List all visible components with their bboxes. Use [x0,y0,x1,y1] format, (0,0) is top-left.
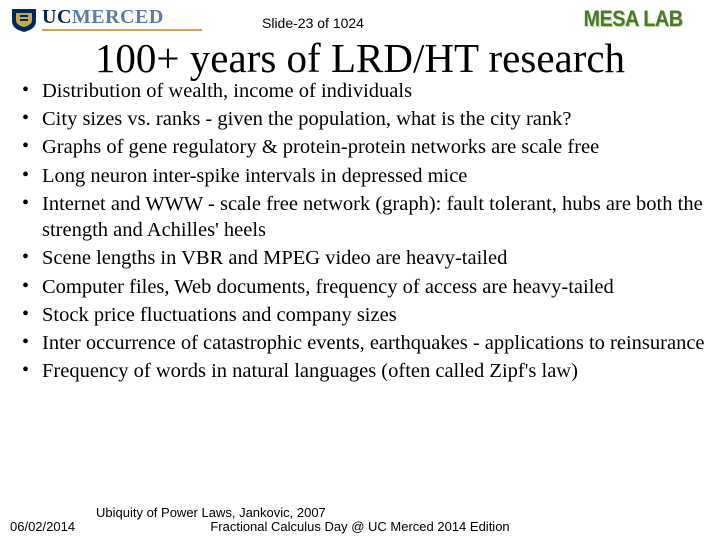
footer-reference: Ubiquity of Power Laws, Jankovic, 2007 [96,505,326,520]
logo-merced-text: MERCED [72,6,164,28]
list-item: City sizes vs. ranks - given the populat… [20,106,706,132]
list-item: Graphs of gene regulatory & protein-prot… [20,134,706,160]
logo-uc-text: UC [42,6,72,28]
footer-center: Fractional Calculus Day @ UC Merced 2014… [0,519,720,534]
logo-underline [42,29,202,31]
logo-text: UCMERCED [42,7,202,31]
bullet-list: Distribution of wealth, income of indivi… [0,78,720,385]
list-item: Long neuron inter-spike intervals in dep… [20,163,706,189]
list-item: Computer files, Web documents, frequency… [20,274,706,300]
uc-merced-logo: UCMERCED [10,7,202,33]
list-item: Internet and WWW - scale free network (g… [20,191,706,243]
list-item: Stock price fluctuations and company siz… [20,302,706,328]
slide-number: Slide-23 of 1024 [262,15,364,31]
list-item: Inter occurrence of catastrophic events,… [20,330,706,356]
header: UCMERCED Slide-23 of 1024 MESA LAB [0,0,720,36]
shield-icon [10,7,38,33]
list-item: Distribution of wealth, income of indivi… [20,78,706,104]
slide-title: 100+ years of LRD/HT research [0,34,720,82]
list-item: Frequency of words in natural languages … [20,358,706,384]
list-item: Scene lengths in VBR and MPEG video are … [20,245,706,271]
lab-name: MESA LAB [583,6,682,32]
